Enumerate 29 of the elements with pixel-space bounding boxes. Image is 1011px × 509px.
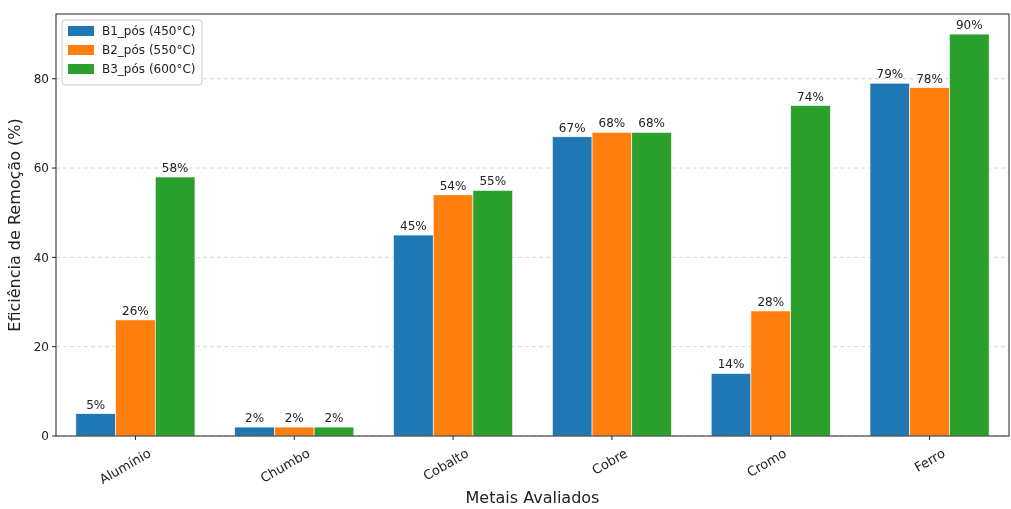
data-label: 79% [876, 67, 904, 82]
data-label: 2% [284, 411, 304, 426]
data-label: 78% [916, 71, 943, 86]
data-label: 68% [598, 116, 626, 131]
data-label: 54% [439, 178, 467, 193]
data-label: 58% [161, 160, 189, 175]
data-label: 26% [122, 303, 149, 318]
data-label: 90% [955, 18, 983, 33]
x-axis-title: Metais Avaliados [465, 488, 600, 507]
data-label: 55% [479, 174, 507, 189]
y-tick-label: 0 [41, 429, 49, 444]
legend-label: B3_pós (600°C) [102, 62, 196, 77]
y-tick-label: 20 [33, 339, 49, 354]
x-tick-label: Ferro [911, 445, 948, 475]
data-label: 68% [638, 116, 665, 131]
legend-label: B1_pós (450°C) [102, 24, 196, 39]
y-tick-label: 40 [33, 250, 49, 265]
data-label: 28% [757, 294, 785, 309]
data-label: 2% [324, 411, 344, 426]
data-label: 74% [797, 89, 824, 104]
y-axis-title: Eficiência de Remoção (%) [5, 118, 24, 332]
legend-label: B2_pós (550°C) [102, 43, 196, 58]
y-tick-label: 80 [33, 71, 49, 86]
data-label: 14% [717, 357, 745, 372]
data-label: 45% [400, 219, 427, 234]
data-label: 2% [245, 411, 265, 426]
data-label: 5% [86, 397, 106, 412]
data-label: 67% [558, 120, 586, 135]
y-tick-label: 60 [33, 161, 49, 176]
